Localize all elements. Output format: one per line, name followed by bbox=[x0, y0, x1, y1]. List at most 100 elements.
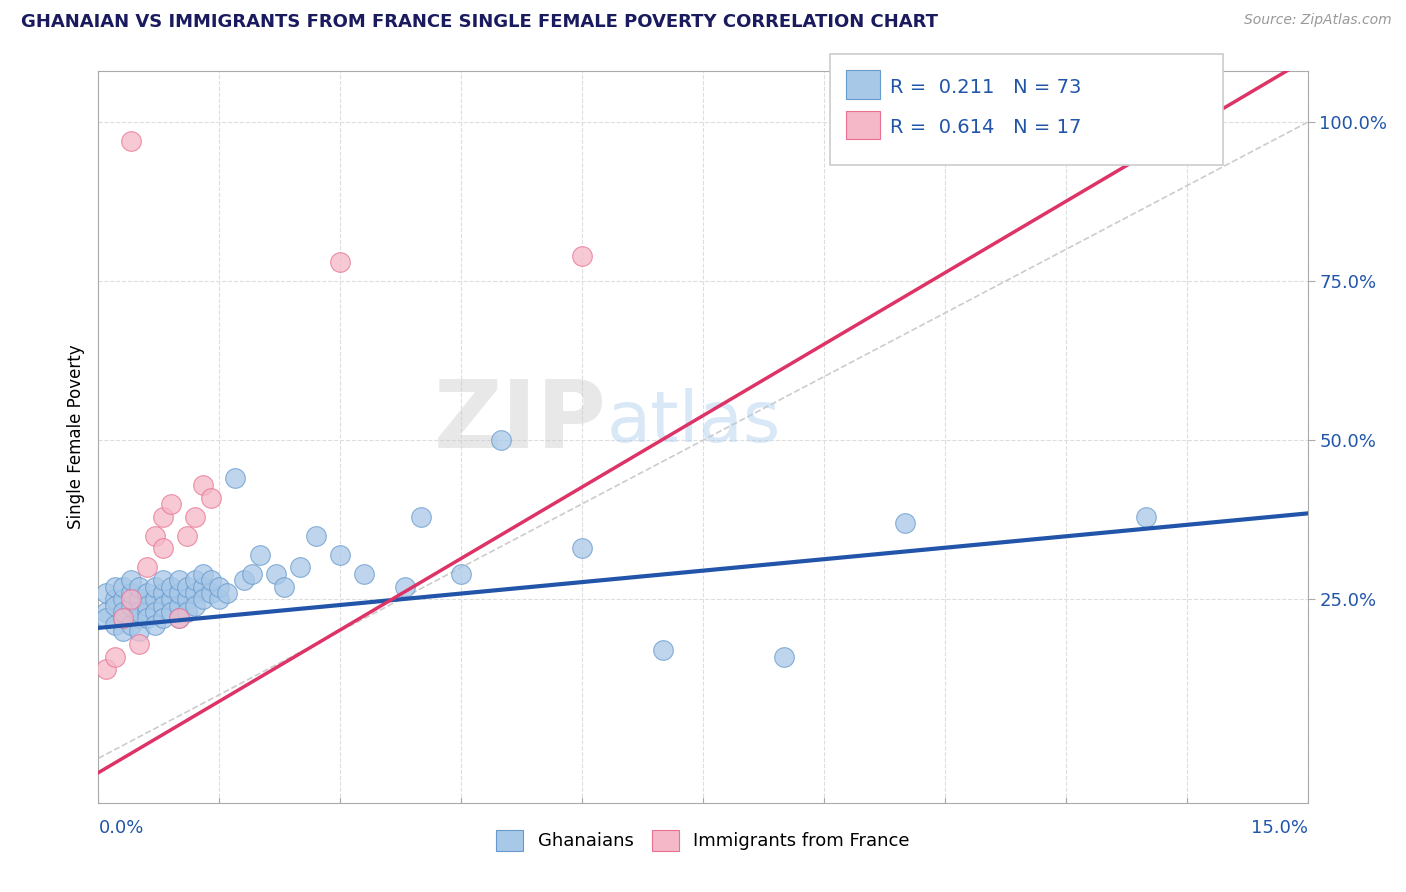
Point bbox=[305, 529, 328, 543]
Point bbox=[200, 586, 222, 600]
Point bbox=[152, 509, 174, 524]
Point bbox=[143, 617, 166, 632]
Point bbox=[353, 566, 375, 581]
Point bbox=[491, 434, 513, 448]
Y-axis label: Single Female Poverty: Single Female Poverty bbox=[66, 345, 84, 529]
Point bbox=[232, 573, 254, 587]
Text: Source: ZipAtlas.com: Source: ZipAtlas.com bbox=[1244, 13, 1392, 28]
Point bbox=[152, 541, 174, 556]
Point bbox=[96, 662, 118, 676]
Point bbox=[240, 566, 263, 581]
Point bbox=[200, 573, 222, 587]
Point bbox=[160, 497, 183, 511]
Point bbox=[152, 611, 174, 625]
Point bbox=[128, 605, 150, 619]
Point bbox=[152, 599, 174, 613]
Point bbox=[143, 580, 166, 594]
Point bbox=[450, 566, 472, 581]
Point bbox=[184, 599, 207, 613]
Point bbox=[208, 580, 231, 594]
Text: 15.0%: 15.0% bbox=[1250, 819, 1308, 837]
Point bbox=[571, 541, 593, 556]
Text: atlas: atlas bbox=[606, 388, 780, 457]
Point bbox=[160, 592, 183, 607]
Point bbox=[152, 573, 174, 587]
Point bbox=[176, 592, 198, 607]
Point bbox=[772, 649, 794, 664]
Point bbox=[128, 592, 150, 607]
Point bbox=[111, 624, 134, 638]
Point bbox=[249, 548, 271, 562]
Point bbox=[96, 605, 118, 619]
Point bbox=[184, 586, 207, 600]
Point bbox=[651, 643, 673, 657]
Point bbox=[224, 471, 246, 485]
Point bbox=[167, 586, 190, 600]
Point bbox=[394, 580, 416, 594]
Point bbox=[103, 617, 125, 632]
Point bbox=[329, 255, 352, 269]
Text: R =  0.614   N = 17: R = 0.614 N = 17 bbox=[890, 118, 1081, 136]
Point bbox=[167, 573, 190, 587]
Point bbox=[103, 592, 125, 607]
Point bbox=[135, 605, 157, 619]
Point bbox=[128, 624, 150, 638]
Point bbox=[167, 611, 190, 625]
Point bbox=[1135, 509, 1157, 524]
Point bbox=[184, 573, 207, 587]
Point bbox=[193, 592, 215, 607]
Point bbox=[160, 605, 183, 619]
Point bbox=[208, 592, 231, 607]
Text: 0.0%: 0.0% bbox=[98, 819, 143, 837]
Point bbox=[103, 599, 125, 613]
Point bbox=[111, 611, 134, 625]
Point bbox=[143, 605, 166, 619]
Point bbox=[167, 611, 190, 625]
Point bbox=[193, 477, 215, 491]
Point bbox=[160, 580, 183, 594]
Point bbox=[273, 580, 295, 594]
Point bbox=[264, 566, 287, 581]
Point bbox=[111, 605, 134, 619]
Point bbox=[120, 592, 142, 607]
Point bbox=[152, 586, 174, 600]
Point bbox=[120, 573, 142, 587]
Point bbox=[135, 560, 157, 574]
Point bbox=[111, 580, 134, 594]
Point bbox=[128, 580, 150, 594]
Point bbox=[96, 611, 118, 625]
Point bbox=[103, 580, 125, 594]
Point bbox=[128, 637, 150, 651]
Point bbox=[111, 592, 134, 607]
Point bbox=[120, 586, 142, 600]
Point bbox=[120, 599, 142, 613]
Text: R =  0.211   N = 73: R = 0.211 N = 73 bbox=[890, 78, 1081, 96]
Point bbox=[217, 586, 239, 600]
Point bbox=[200, 491, 222, 505]
Point bbox=[135, 586, 157, 600]
Point bbox=[111, 611, 134, 625]
Point bbox=[103, 649, 125, 664]
Point bbox=[288, 560, 311, 574]
Point bbox=[193, 566, 215, 581]
Text: ZIP: ZIP bbox=[433, 376, 606, 468]
Point bbox=[329, 548, 352, 562]
Point bbox=[96, 586, 118, 600]
Point bbox=[176, 605, 198, 619]
Point bbox=[135, 611, 157, 625]
Point bbox=[128, 611, 150, 625]
Point bbox=[176, 580, 198, 594]
Point bbox=[184, 509, 207, 524]
Point bbox=[120, 134, 142, 148]
Point bbox=[135, 599, 157, 613]
Point bbox=[143, 529, 166, 543]
Point bbox=[167, 599, 190, 613]
Text: GHANAIAN VS IMMIGRANTS FROM FRANCE SINGLE FEMALE POVERTY CORRELATION CHART: GHANAIAN VS IMMIGRANTS FROM FRANCE SINGL… bbox=[21, 13, 938, 31]
Legend: Ghanaians, Immigrants from France: Ghanaians, Immigrants from France bbox=[488, 821, 918, 860]
Point bbox=[571, 249, 593, 263]
Point bbox=[893, 516, 915, 530]
Point bbox=[120, 617, 142, 632]
Point bbox=[409, 509, 432, 524]
Point bbox=[143, 592, 166, 607]
Point bbox=[193, 580, 215, 594]
